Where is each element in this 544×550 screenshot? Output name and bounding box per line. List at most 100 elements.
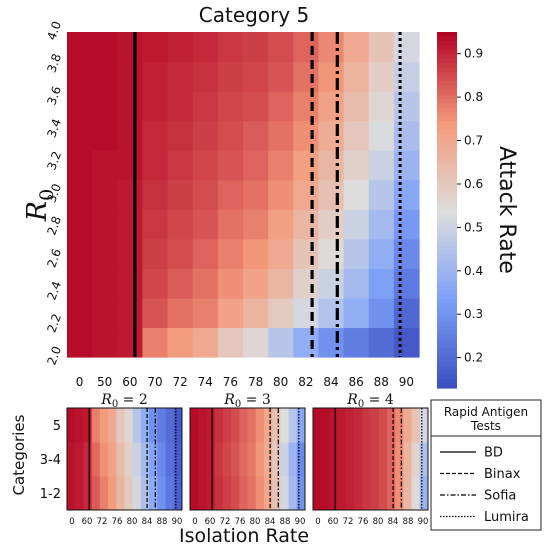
colorbar-segment	[437, 330, 457, 336]
y-tick-label: 3.8	[44, 52, 64, 75]
heatmap-cell	[117, 268, 144, 299]
heatmap-cell	[117, 238, 144, 269]
heatmap-cell	[132, 408, 142, 443]
heatmap-cell	[198, 408, 207, 443]
heatmap-cell	[92, 268, 118, 299]
heatmap-cell	[83, 408, 93, 443]
panel-x-tick-label: 60	[328, 517, 339, 527]
heatmap-cell	[92, 209, 118, 240]
panel-x-tick-label: 76	[358, 517, 369, 527]
colorbar-tick-label: 0.8	[464, 90, 483, 104]
heatmap-cell	[117, 179, 144, 210]
panel-y-tick-label: 3-4	[40, 453, 61, 468]
heatmap-cell	[368, 327, 395, 358]
colorbar-segment	[437, 49, 457, 55]
heatmap-cell	[198, 476, 207, 511]
colorbar-segment	[437, 370, 457, 376]
heatmap-cell	[293, 327, 320, 358]
heatmap-cell	[142, 297, 169, 329]
y-tick-label: 3.6	[44, 84, 64, 107]
heatmap-cell	[393, 268, 420, 299]
colorbar-segment	[437, 285, 457, 291]
colorbar-segment	[437, 192, 457, 198]
colorbar-segment	[437, 40, 457, 46]
colorbar-segment	[437, 143, 457, 149]
heatmap-cell	[214, 442, 224, 477]
heatmap-cell	[231, 442, 240, 477]
y-tick-label: 3.2	[44, 149, 64, 172]
heatmap-cell	[337, 408, 347, 443]
heatmap-cell	[75, 442, 84, 477]
colorbar-segment	[437, 276, 457, 282]
heatmap-cell	[393, 179, 420, 210]
panel-x-tick-label: 60	[82, 517, 93, 527]
heatmap-cell	[268, 179, 294, 210]
heatmap-cell	[368, 150, 395, 181]
colorbar-segment	[437, 232, 457, 238]
heatmap-cell	[190, 476, 199, 511]
colorbar-segment	[437, 267, 457, 273]
heatmap-cell	[272, 476, 281, 511]
heatmap-cell	[217, 179, 244, 210]
heatmap-cell	[243, 179, 269, 210]
panel-r0-3: R0 = 3 0 60 72 76 80 84 88 90	[189, 392, 306, 527]
heatmap-cell	[293, 61, 320, 92]
colorbar-segment	[437, 134, 457, 140]
colorbar-segment	[437, 294, 457, 300]
heatmap-cell	[403, 442, 413, 477]
heatmap-cell	[329, 442, 339, 477]
heatmap-cell	[67, 120, 93, 151]
heatmap-cell	[140, 408, 150, 443]
heatmap-cell	[117, 297, 144, 329]
heatmap-cell	[393, 209, 420, 240]
colorbar-segment	[437, 156, 457, 162]
heatmap-cell	[92, 32, 118, 63]
colorbar-tick-label: 0.2	[464, 351, 483, 365]
heatmap-cell	[318, 120, 345, 151]
heatmap-cell	[411, 476, 421, 511]
x-tick-label: 88	[374, 375, 389, 389]
heatmap-cell	[192, 297, 219, 329]
heatmap-cell	[222, 442, 232, 477]
heatmap-cell	[272, 442, 281, 477]
heatmap-cell	[67, 268, 93, 299]
colorbar-segment	[437, 245, 457, 251]
heatmap-cell	[92, 91, 118, 122]
heatmap-cell	[108, 476, 117, 511]
heatmap-cell	[368, 179, 395, 210]
heatmap-cell	[354, 442, 363, 477]
heatmap-cell	[92, 150, 118, 181]
heatmap-cell	[67, 61, 93, 92]
heatmap-cell	[167, 32, 194, 63]
heatmap-cell	[192, 120, 219, 151]
colorbar-segment	[437, 183, 457, 189]
x-tick-label: 82	[298, 375, 313, 389]
panel-frame	[189, 407, 306, 511]
heatmap-cell	[117, 91, 144, 122]
heatmap-cell	[116, 476, 125, 511]
panel-frame	[66, 407, 183, 511]
panel-title: R0 = 4	[346, 392, 394, 410]
heatmap-cell	[386, 476, 396, 511]
panel-x-tick-label: 90	[418, 517, 429, 527]
x-tick-label: 90	[399, 375, 414, 389]
heatmap-cell	[313, 442, 322, 477]
heatmap-cell	[117, 150, 144, 181]
heatmap-cell	[222, 408, 232, 443]
heatmap-cell	[378, 408, 388, 443]
panel-x-tick-label: 80	[127, 517, 138, 527]
heatmap-cell	[268, 327, 294, 358]
legend-title-line1: Rapid Antigen	[444, 405, 528, 419]
heatmap-cell	[206, 442, 216, 477]
x-tick-label: 72	[172, 375, 187, 389]
heatmap-cell	[206, 408, 216, 443]
heatmap-cell	[165, 408, 175, 443]
main-test-lines	[133, 32, 402, 357]
heatmap-cell	[263, 442, 273, 477]
heatmap-cell	[280, 442, 290, 477]
heatmap-cell	[318, 209, 345, 240]
heatmap-cell	[243, 327, 269, 358]
heatmap-cell	[167, 61, 194, 92]
heatmap-cell	[91, 408, 101, 443]
heatmap-cell	[403, 476, 413, 511]
